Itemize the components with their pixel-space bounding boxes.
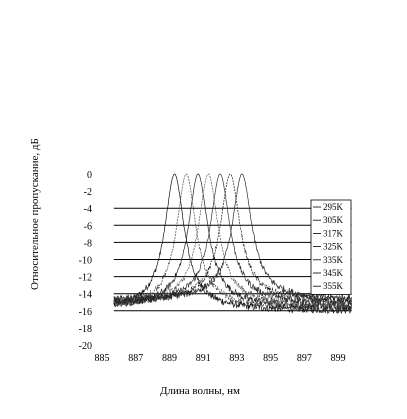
legend-label: 345K bbox=[323, 268, 344, 278]
x-tick-label: 897 bbox=[297, 353, 312, 364]
legend-label: 355K bbox=[323, 281, 344, 291]
x-tick-label: 899 bbox=[331, 353, 346, 364]
legend-label: 325K bbox=[323, 242, 344, 252]
y-axis-title: Относительное пропускание, дБ bbox=[29, 138, 41, 290]
x-tick-label: 887 bbox=[128, 353, 143, 364]
y-tick-label: -18 bbox=[79, 324, 92, 335]
y-tick-label: -10 bbox=[79, 256, 92, 267]
y-tick-label: -8 bbox=[84, 238, 92, 249]
series-line-317K bbox=[113, 173, 352, 311]
y-tick-label: -12 bbox=[79, 273, 92, 284]
y-tick-label: -2 bbox=[84, 187, 92, 198]
x-tick-label: 893 bbox=[229, 353, 244, 364]
y-tick-label: -20 bbox=[79, 341, 92, 352]
series-line-305K bbox=[113, 173, 352, 313]
x-tick-label: 889 bbox=[162, 353, 177, 364]
legend-box bbox=[310, 199, 352, 295]
y-tick-label: -4 bbox=[84, 204, 92, 215]
legend-label: 295K bbox=[323, 202, 344, 212]
y-tick-label: -16 bbox=[79, 307, 92, 318]
y-tick-labels: 0 -2 -4 -6 -8 -10 -12 -14 -16 -18 -20 bbox=[79, 170, 92, 352]
x-tick-labels: 885 887 889 891 893 895 897 899 bbox=[95, 353, 346, 364]
y-tick-label: 0 bbox=[87, 170, 92, 181]
x-tick-label: 885 bbox=[95, 353, 110, 364]
x-tick-label: 895 bbox=[263, 353, 278, 364]
x-axis-title: Длина волны, нм bbox=[160, 385, 240, 397]
legend-label: 305K bbox=[323, 215, 344, 225]
legend-label: 317K bbox=[323, 228, 344, 238]
y-tick-label: -6 bbox=[84, 221, 92, 232]
y-tick-label: -14 bbox=[79, 290, 92, 301]
x-tick-label: 891 bbox=[196, 353, 211, 364]
legend: 295K 305K 317K 325K 335K 345K 355K bbox=[310, 199, 352, 295]
legend-label: 335K bbox=[323, 255, 344, 265]
